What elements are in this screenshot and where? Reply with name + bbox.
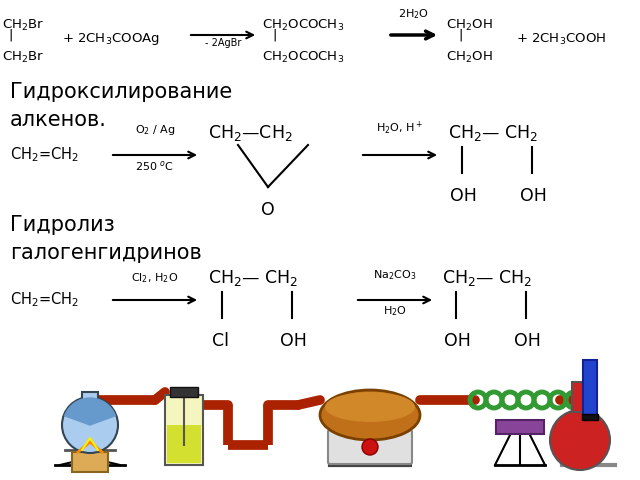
Wedge shape [65,398,115,425]
FancyBboxPatch shape [170,387,198,397]
FancyBboxPatch shape [72,452,108,472]
Text: 2H$_2$O: 2H$_2$O [397,7,428,21]
Circle shape [550,410,610,470]
Text: Cl$_2$, H$_2$O: Cl$_2$, H$_2$O [131,271,179,285]
Text: Na$_2$CO$_3$: Na$_2$CO$_3$ [373,268,417,282]
FancyBboxPatch shape [167,425,201,463]
FancyBboxPatch shape [496,420,544,434]
Text: Гидроксилирование: Гидроксилирование [10,82,232,102]
Text: + 2CH$_3$COOH: + 2CH$_3$COOH [516,32,606,47]
FancyBboxPatch shape [583,360,597,415]
Text: + 2CH$_3$COOAg: + 2CH$_3$COOAg [62,31,160,47]
Text: 250 $^o$C: 250 $^o$C [136,159,175,173]
Text: OH: OH [450,187,477,205]
Text: OH: OH [444,332,471,350]
Text: Гидролиз: Гидролиз [10,215,115,235]
Text: OH: OH [514,332,541,350]
Text: |: | [272,28,276,41]
Text: H$_2$O, H$^+$: H$_2$O, H$^+$ [376,120,424,137]
Circle shape [362,439,378,455]
Text: CH$_2$OH: CH$_2$OH [446,50,493,65]
Text: CH$_2$— CH$_2$: CH$_2$— CH$_2$ [208,268,298,288]
FancyBboxPatch shape [82,392,98,414]
Text: O: O [261,201,275,219]
Text: CH$_2$— CH$_2$: CH$_2$— CH$_2$ [448,123,538,143]
Text: CH$_2$=CH$_2$: CH$_2$=CH$_2$ [10,145,79,164]
Text: H$_2$O: H$_2$O [383,304,407,318]
FancyBboxPatch shape [582,414,598,420]
Text: OH: OH [280,332,307,350]
Text: CH$_2$OH: CH$_2$OH [446,18,493,33]
Text: |: | [458,28,462,41]
Text: галогенгидринов: галогенгидринов [10,243,202,263]
Text: CH$_2$— CH$_2$: CH$_2$— CH$_2$ [442,268,532,288]
Ellipse shape [320,390,420,440]
Text: CH$_2$Br: CH$_2$Br [2,50,44,65]
Ellipse shape [325,392,415,422]
Circle shape [62,397,118,453]
FancyBboxPatch shape [572,382,588,412]
Text: CH$_2$Br: CH$_2$Br [2,18,44,33]
Text: CH$_2$OCOCH$_3$: CH$_2$OCOCH$_3$ [262,50,344,65]
Text: |: | [8,28,12,41]
Text: CH$_2$—CH$_2$: CH$_2$—CH$_2$ [208,123,293,143]
Text: O$_2$ / Ag: O$_2$ / Ag [134,123,175,137]
FancyBboxPatch shape [165,395,203,465]
Text: OH: OH [520,187,547,205]
Text: алкенов.: алкенов. [10,110,107,130]
Text: - 2AgBr: - 2AgBr [205,38,241,48]
Text: Cl: Cl [212,332,229,350]
Text: CH$_2$OCOCH$_3$: CH$_2$OCOCH$_3$ [262,18,344,33]
FancyBboxPatch shape [328,430,412,464]
Text: CH$_2$=CH$_2$: CH$_2$=CH$_2$ [10,291,79,309]
